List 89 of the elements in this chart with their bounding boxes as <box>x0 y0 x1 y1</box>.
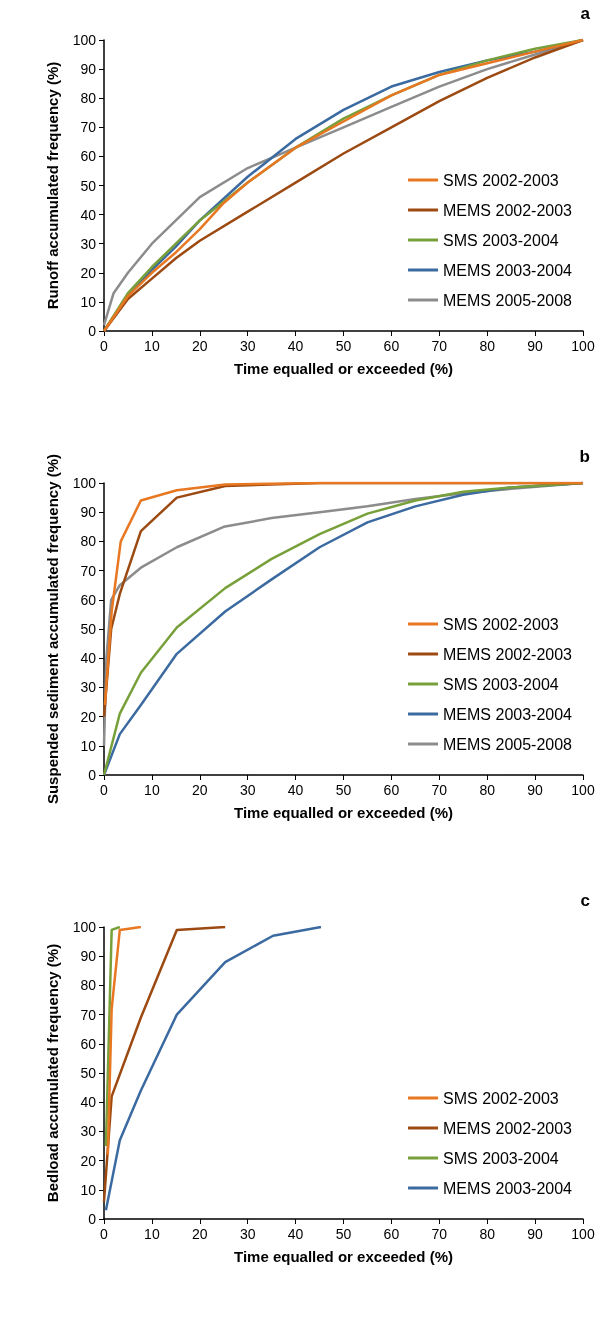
y-tick-label: 90 <box>80 948 97 965</box>
y-tick-label: 0 <box>88 767 97 783</box>
y-tick-label: 100 <box>72 32 97 48</box>
x-tick-label: 50 <box>335 782 352 798</box>
y-tick-label: 20 <box>80 708 97 725</box>
legend-label: SMS 2003-2004 <box>443 1149 559 1167</box>
y-tick-label: 10 <box>80 737 97 754</box>
x-tick-label: 40 <box>287 338 304 354</box>
y-tick-label: 20 <box>80 1152 97 1169</box>
y-axis-title: Bedload accumulated frequency (%) <box>44 943 62 1203</box>
x-tick-label: 0 <box>100 1226 109 1242</box>
y-tick-label: 100 <box>72 919 97 935</box>
y-tick-label: 40 <box>80 650 97 667</box>
x-tick-label: 40 <box>287 1226 304 1242</box>
chart-title: b <box>579 447 590 466</box>
legend-label: MEMS 2005-2008 <box>443 291 573 309</box>
y-tick-label: 60 <box>80 591 97 608</box>
x-tick-label: 90 <box>527 782 544 798</box>
x-tick-label: 20 <box>192 782 208 798</box>
chart-title: c <box>580 891 590 910</box>
x-tick-label: 80 <box>479 782 496 798</box>
y-tick-label: 80 <box>80 977 97 994</box>
y-tick-label: 0 <box>88 323 97 339</box>
y-tick-label: 30 <box>80 679 97 696</box>
x-tick-label: 70 <box>431 782 448 798</box>
y-tick-label: 30 <box>80 1123 97 1140</box>
legend-label: SMS 2003-2004 <box>443 231 559 249</box>
legend-label: MEMS 2002-2003 <box>443 645 573 663</box>
y-tick-label: 60 <box>80 148 97 165</box>
y-tick-label: 80 <box>80 533 97 550</box>
x-tick-label: 60 <box>383 338 400 354</box>
y-tick-label: 20 <box>80 264 97 281</box>
y-axis-title: Suspended sediment accumulated frequency (%) <box>44 453 62 805</box>
x-tick-label: 50 <box>335 338 352 354</box>
x-tick-label: 70 <box>431 338 448 354</box>
legend-label: SMS 2003-2004 <box>443 675 559 693</box>
y-tick-label: 50 <box>80 621 97 637</box>
y-tick-label: 40 <box>80 1094 97 1111</box>
x-tick-label: 60 <box>383 782 400 798</box>
x-tick-label: 100 <box>571 1226 595 1242</box>
y-tick-label: 30 <box>80 235 97 252</box>
y-tick-label: 10 <box>80 1181 97 1198</box>
y-tick-label: 80 <box>80 90 97 107</box>
x-tick-label: 90 <box>527 338 544 354</box>
x-axis-title: Time equalled or exceeded (%) <box>234 804 453 821</box>
x-tick-label: 10 <box>144 1226 160 1242</box>
x-tick-label: 30 <box>239 782 256 798</box>
legend-label: MEMS 2003-2004 <box>443 1179 573 1197</box>
x-tick-label: 40 <box>287 782 304 798</box>
x-tick-label: 30 <box>239 1226 256 1242</box>
x-tick-label: 50 <box>335 1226 352 1242</box>
y-tick-label: 90 <box>80 504 97 521</box>
legend-label: MEMS 2002-2003 <box>443 201 573 219</box>
y-tick-label: 10 <box>80 293 97 310</box>
x-tick-label: 0 <box>100 338 109 354</box>
x-tick-label: 80 <box>479 338 496 354</box>
y-tick-label: 90 <box>80 61 97 78</box>
y-tick-label: 40 <box>80 206 97 223</box>
legend-label: SMS 2002-2003 <box>443 1089 559 1107</box>
legend-label: MEMS 2005-2008 <box>443 735 573 753</box>
y-tick-label: 70 <box>80 1006 97 1023</box>
legend-label: SMS 2002-2003 <box>443 171 559 189</box>
legend-label: MEMS 2002-2003 <box>443 1119 573 1137</box>
legend-label: SMS 2002-2003 <box>443 615 559 633</box>
x-tick-label: 60 <box>383 1226 400 1242</box>
x-tick-label: 10 <box>144 338 160 354</box>
legend-label: MEMS 2003-2004 <box>443 261 573 279</box>
x-axis-title: Time equalled or exceeded (%) <box>234 360 453 377</box>
y-tick-label: 70 <box>80 119 97 136</box>
y-tick-label: 70 <box>80 562 97 579</box>
y-tick-label: 0 <box>88 1211 97 1227</box>
x-axis-title: Time equalled or exceeded (%) <box>234 1248 453 1265</box>
x-tick-label: 10 <box>144 782 160 798</box>
y-tick-label: 50 <box>80 1065 97 1081</box>
y-tick-label: 60 <box>80 1035 97 1052</box>
x-tick-label: 20 <box>192 1226 208 1242</box>
y-tick-label: 100 <box>72 475 97 491</box>
x-tick-label: 20 <box>192 338 208 354</box>
y-tick-label: 50 <box>80 177 97 194</box>
x-tick-label: 90 <box>527 1226 544 1242</box>
x-tick-label: 0 <box>100 782 109 798</box>
x-tick-label: 100 <box>571 338 595 354</box>
y-axis-title: Runoff accumulated frequency (%) <box>44 61 62 310</box>
x-tick-label: 70 <box>431 1226 448 1242</box>
chart-title: a <box>580 4 591 23</box>
x-tick-label: 100 <box>571 782 595 798</box>
x-tick-label: 80 <box>479 1226 496 1242</box>
legend-label: MEMS 2003-2004 <box>443 705 573 723</box>
x-tick-label: 30 <box>239 338 256 354</box>
